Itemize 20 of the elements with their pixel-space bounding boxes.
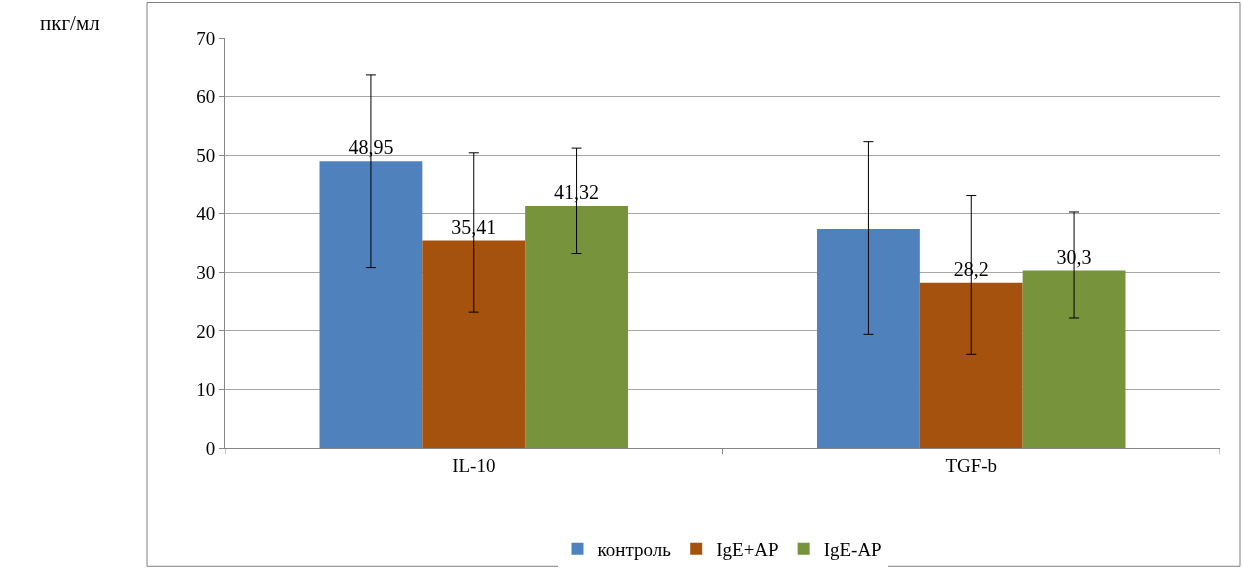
y-tick-label: 30 — [196, 261, 216, 283]
y-tick-label: 50 — [196, 144, 216, 166]
bar — [319, 161, 423, 448]
y-tick-label: 20 — [196, 320, 216, 342]
y-tick-label: 40 — [196, 203, 216, 225]
x-tick-label: IL-10 — [452, 454, 496, 476]
bar — [919, 282, 1023, 448]
y-axis-title: пкг/мл — [40, 11, 100, 35]
legend-label: контроль — [597, 539, 672, 561]
bar — [422, 240, 526, 448]
y-tick-label: 0 — [205, 437, 216, 459]
y-tick-label: 60 — [196, 86, 216, 108]
x-tick-label: TGF-b — [945, 454, 998, 476]
bar — [525, 205, 628, 448]
y-tick-label: 70 — [196, 27, 216, 49]
bar — [1022, 270, 1126, 448]
y-tick-label: 10 — [196, 379, 216, 401]
legend-label: IgE-AP — [823, 539, 882, 561]
bar — [817, 228, 920, 448]
legend-label: IgE+AP — [716, 539, 779, 561]
